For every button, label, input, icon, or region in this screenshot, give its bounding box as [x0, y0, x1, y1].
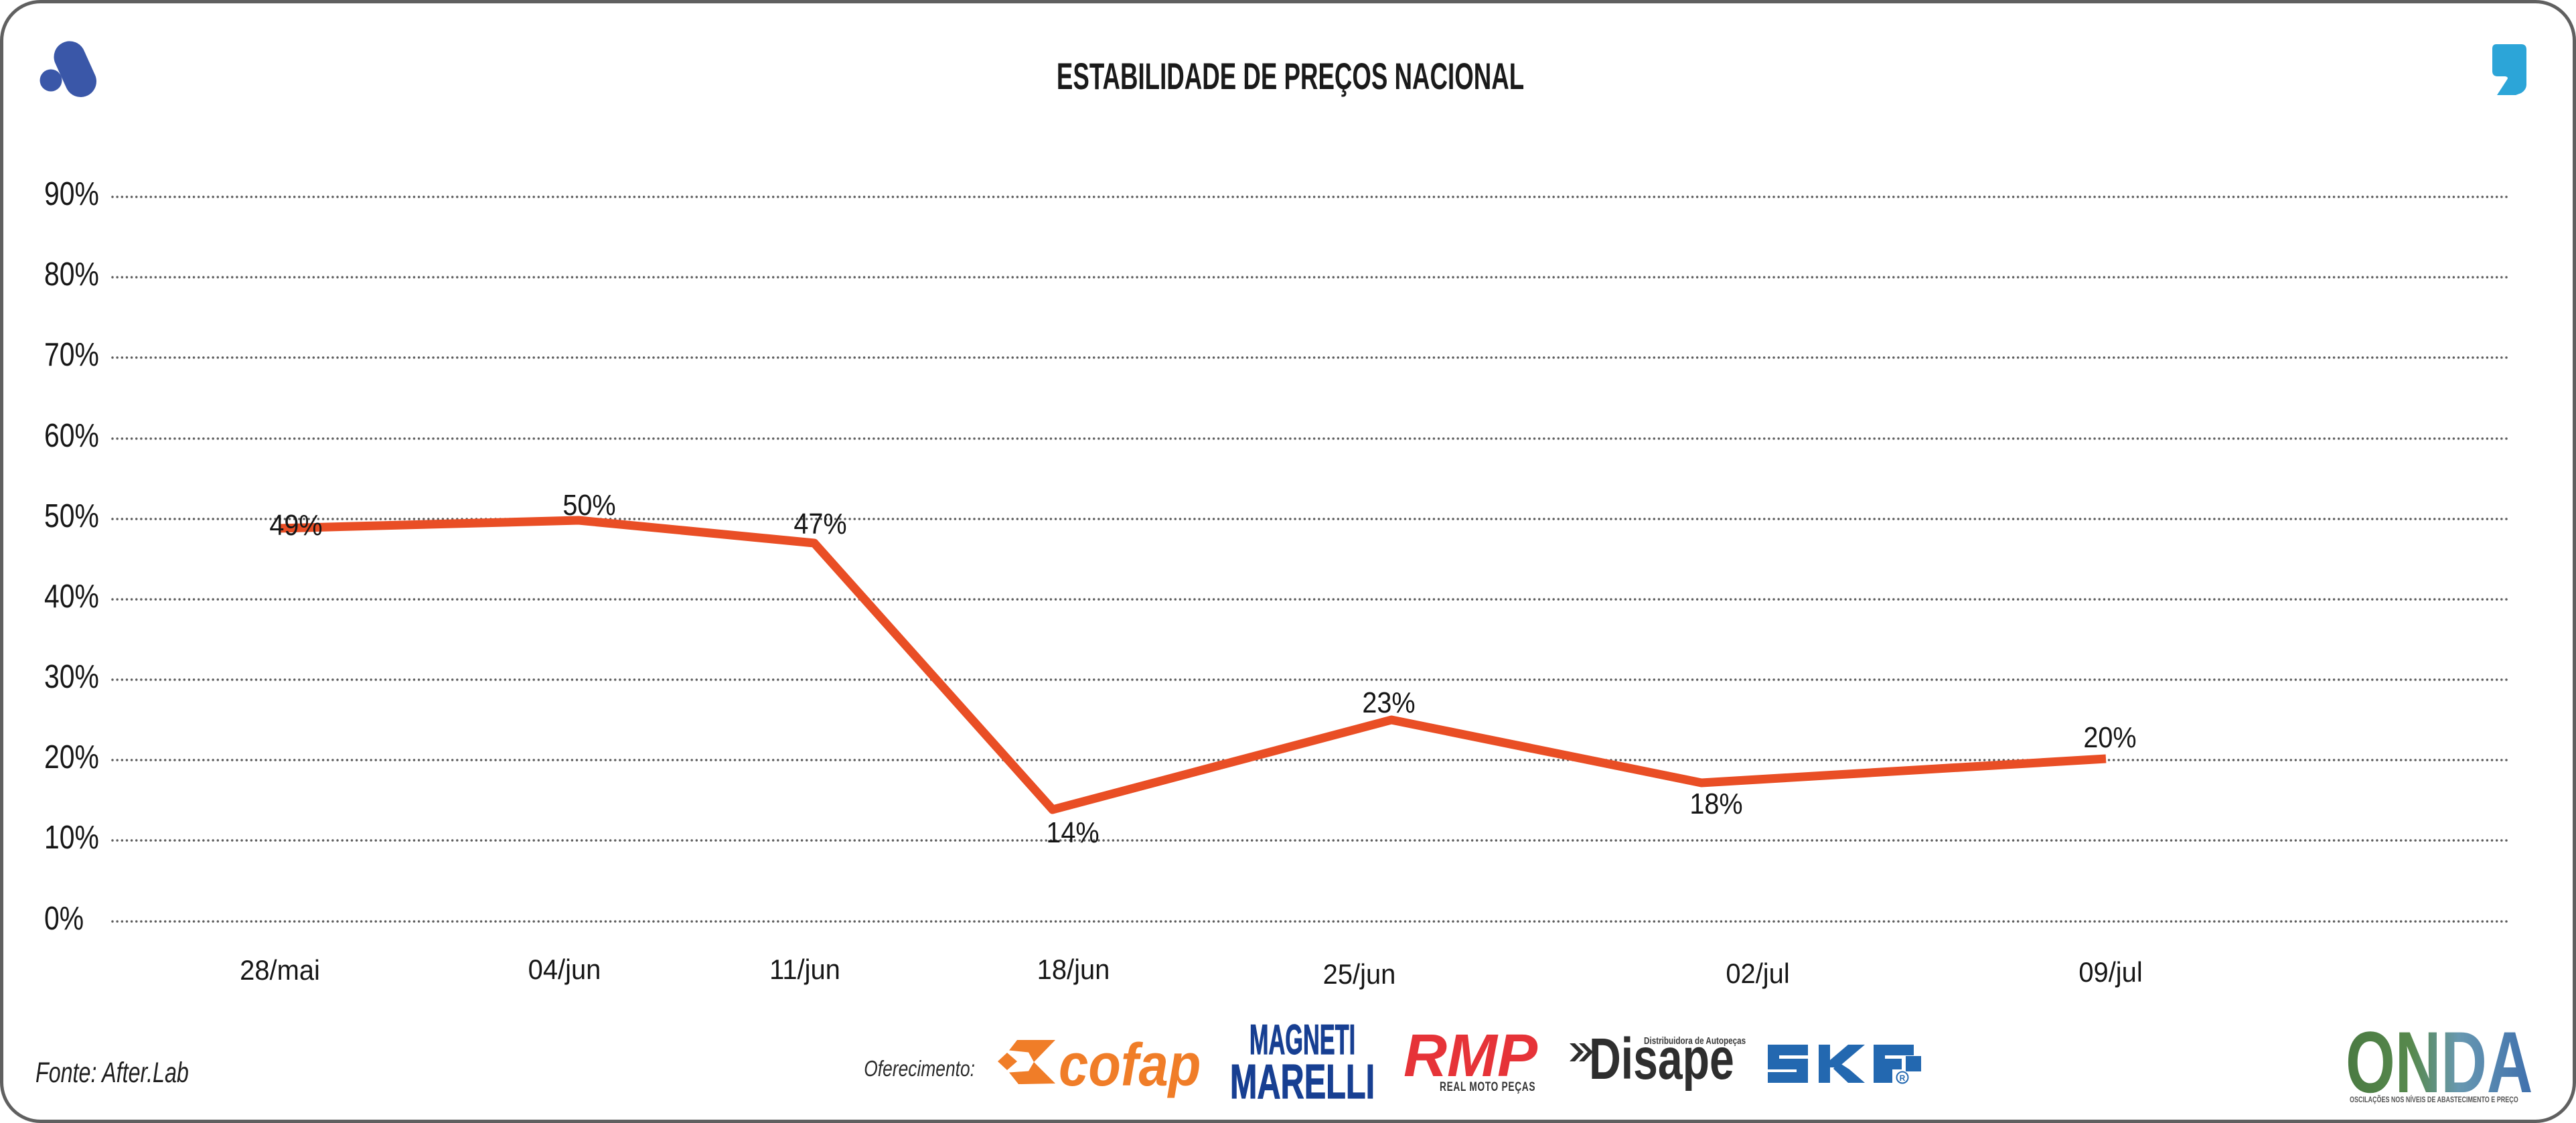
svg-text:cofap: cofap — [1059, 1032, 1201, 1100]
svg-text:MAGNETI: MAGNETI — [1249, 1016, 1355, 1063]
svg-text:18/jun: 18/jun — [1037, 954, 1110, 985]
svg-text:70%: 70% — [44, 335, 99, 372]
svg-text:80%: 80% — [44, 255, 99, 292]
svg-text:Distribuidora de Autopeças: Distribuidora de Autopeças — [1644, 1035, 1746, 1047]
svg-text:02/jul: 02/jul — [1726, 958, 1789, 989]
svg-text:18%: 18% — [1689, 787, 1742, 820]
svg-text:R: R — [1900, 1073, 1906, 1083]
svg-text:ONDA: ONDA — [2346, 1014, 2532, 1111]
svg-text:09/jul: 09/jul — [2078, 956, 2142, 988]
svg-text:49%: 49% — [269, 508, 322, 541]
svg-text:0%: 0% — [44, 899, 84, 936]
svg-text:25/jun: 25/jun — [1323, 958, 1396, 990]
svg-text:REAL MOTO PEÇAS: REAL MOTO PEÇAS — [1440, 1079, 1535, 1094]
svg-text:47%: 47% — [793, 507, 846, 540]
svg-text:50%: 50% — [44, 497, 99, 534]
svg-text:11/jun: 11/jun — [769, 954, 840, 985]
svg-text:Fonte: After.Lab: Fonte: After.Lab — [35, 1057, 189, 1090]
svg-text:RMP: RMP — [1404, 1023, 1538, 1090]
svg-text:30%: 30% — [44, 658, 99, 694]
svg-text:04/jun: 04/jun — [528, 954, 601, 985]
svg-text:20%: 20% — [2083, 721, 2136, 753]
svg-text:90%: 90% — [44, 175, 99, 212]
svg-text:40%: 40% — [44, 577, 99, 614]
svg-text:14%: 14% — [1046, 816, 1099, 848]
svg-text:23%: 23% — [1362, 686, 1415, 719]
svg-text:28/mai: 28/mai — [240, 954, 320, 986]
svg-text:OSCILAÇÕES NOS NÍVEIS DE ABAST: OSCILAÇÕES NOS NÍVEIS DE ABASTECIMENTO E… — [2350, 1095, 2518, 1105]
svg-text:20%: 20% — [44, 738, 99, 775]
svg-text:50%: 50% — [562, 488, 615, 521]
svg-text:10%: 10% — [44, 818, 99, 855]
svg-text:Oferecimento:: Oferecimento: — [864, 1057, 975, 1081]
svg-text:Disape: Disape — [1589, 1027, 1734, 1092]
svg-text:ESTABILIDADE DE PREÇOS NACIONA: ESTABILIDADE DE PREÇOS NACIONAL — [1057, 56, 1524, 98]
svg-text:60%: 60% — [44, 417, 99, 453]
svg-text:MARELLI: MARELLI — [1230, 1055, 1375, 1110]
